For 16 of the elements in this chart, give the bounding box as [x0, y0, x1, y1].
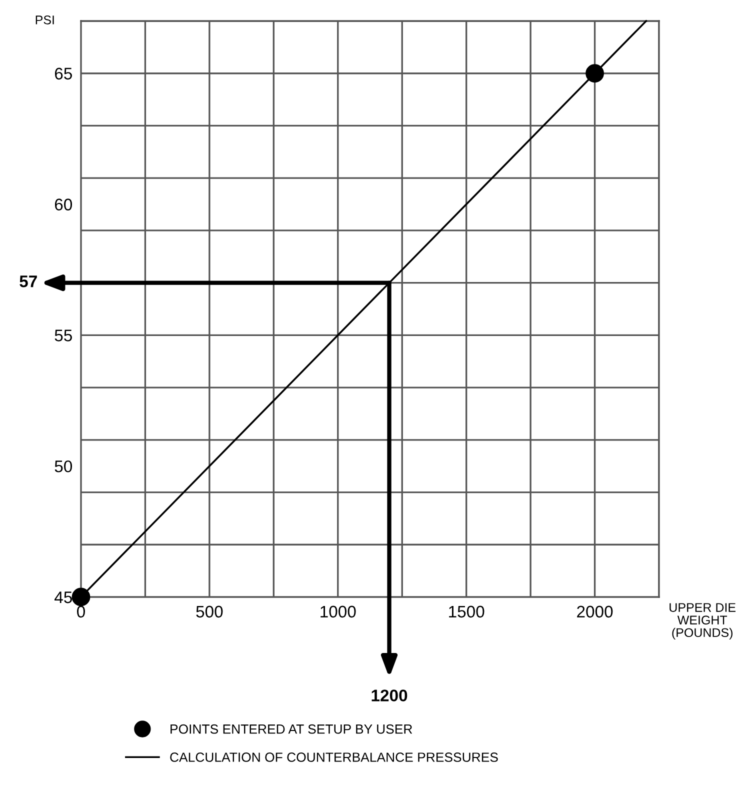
y-tick-label: 45 [54, 592, 72, 604]
annotation: 57 [20, 276, 37, 288]
y-tick-label: 65 [54, 68, 72, 80]
y-tick-label: 60 [54, 198, 72, 210]
x-tick-label: 2000 [577, 606, 613, 618]
x-tick-label: 1500 [449, 606, 484, 618]
x-tick-label: 500 [196, 606, 223, 618]
legend-label: CALCULATION OF COUNTERBALANCE PRESSURES [170, 752, 498, 762]
x-tick-label: 1000 [320, 606, 356, 618]
annotation: 1200 [372, 690, 408, 702]
y-tick-label: 50 [54, 460, 72, 472]
x-tick-label: 0 [77, 606, 85, 618]
y-tick-label: 55 [54, 330, 72, 342]
x-axis-title: UPPER DIE WEIGHT (POUNDS) [670, 603, 736, 640]
legend-label: POINTS ENTERED AT SETUP BY USER [170, 724, 412, 734]
y-axis-title: PSI [36, 16, 54, 24]
